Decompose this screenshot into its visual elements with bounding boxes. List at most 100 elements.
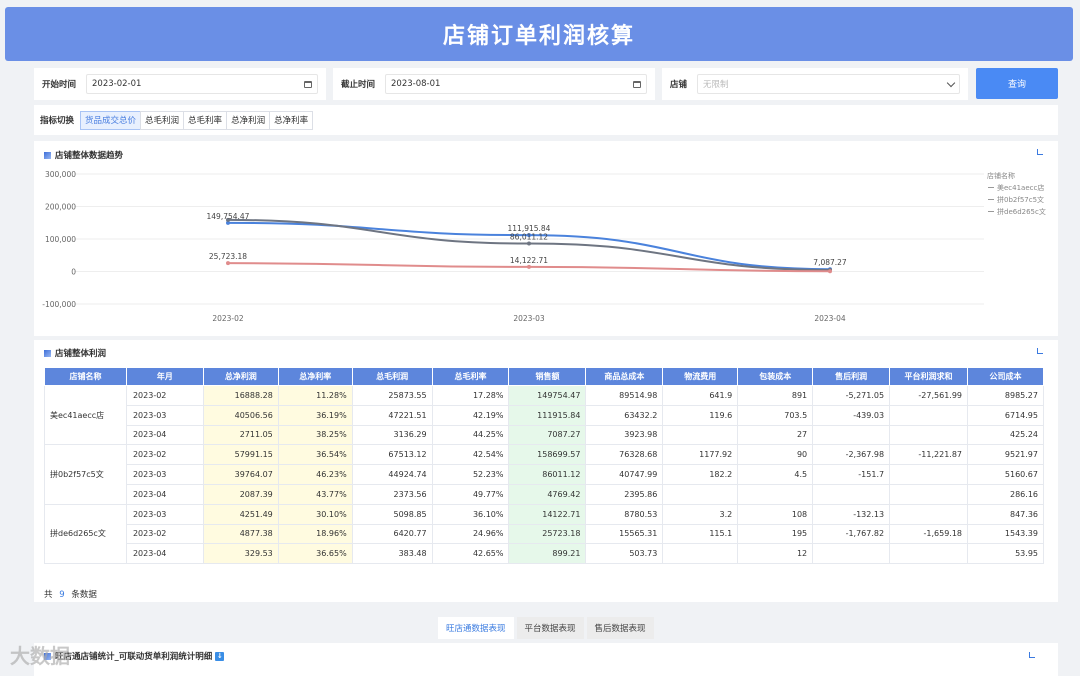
column-header[interactable]: 售后利润 (812, 367, 891, 386)
table-cell: 182.2 (662, 464, 739, 485)
table-cell: 90 (737, 444, 814, 466)
legend-title: 店铺名称 (987, 171, 1015, 180)
calendar-icon (304, 80, 312, 88)
data-point (527, 241, 531, 246)
profit-title-text: 店铺整体利润 (55, 349, 107, 359)
start-date-input[interactable]: 2023-02-01 (86, 74, 318, 94)
calendar-icon (633, 80, 641, 88)
query-button[interactable]: 查询 (976, 68, 1058, 99)
table-cell: 3136.29 (351, 424, 433, 446)
table-row: 拼0b2f57c5文 2023-02 57991.15 36.54% 67513.12 4… (44, 444, 1044, 505)
x-tick-label: 2023-03 (513, 314, 545, 323)
table-cell: 2023-04 (125, 424, 204, 446)
data-label: 7,087.27 (813, 258, 847, 267)
table-cell: 847.36 (967, 503, 1044, 525)
legend-item: 美ec41aecc店 (997, 183, 1044, 192)
tab-metric-net-margin[interactable]: 总净利率 (269, 110, 314, 130)
download-icon[interactable] (1029, 652, 1035, 658)
download-icon[interactable] (1037, 348, 1043, 354)
table-cell: 6420.77 (351, 523, 433, 545)
table-cell: 2023-04 (125, 483, 204, 505)
table-cell: 703.5 (737, 404, 814, 426)
table-row: 美ec41aecc店 2023-02 16888.28 11.28% 25873.55 1… (44, 384, 1044, 446)
column-header[interactable]: 总毛利润 (351, 367, 433, 386)
table-cell: 16888.28 (202, 385, 279, 406)
trend-title-text: 店铺整体数据趋势 (55, 151, 124, 161)
y-tick-label: 100,000 (45, 235, 76, 244)
table-cell: 9521.97 (967, 444, 1044, 466)
table-header-row: 店铺名称 年月 总净利润 总净利率 总毛利润 总毛利率 销售额 商品总成本 物流费用 包装成本 售后… (44, 367, 1044, 386)
table-cell: -11,221.87 (889, 444, 969, 466)
metric-switch-bar: 指标切换 货品成交总价 总毛利润 总毛利率 总净利润 总净利率 (34, 105, 1058, 135)
download-icon[interactable] (1037, 149, 1043, 155)
table-cell (812, 543, 891, 565)
column-header[interactable]: 平台利润求和 (889, 367, 969, 386)
end-date-input[interactable]: 2023-08-01 (385, 74, 647, 94)
column-header[interactable]: 公司成本 (967, 367, 1044, 386)
table-cell: -2,367.98 (812, 444, 891, 466)
shop-name-cell: 拼de6d265c文 (44, 503, 127, 565)
table-cell: 2023-02 (125, 385, 204, 406)
info-icon[interactable]: ↓ (215, 651, 225, 661)
tab-wdt-data[interactable]: 旺店通数据表现 (438, 617, 514, 639)
record-count-value: 9 (59, 590, 65, 600)
table-cell: 2395.86 (585, 483, 664, 505)
table-cell: 899.21 (508, 543, 587, 565)
tab-metric-net-profit[interactable]: 总净利润 (226, 110, 271, 130)
metric-switch-label: 指标切换 (40, 116, 75, 126)
table-cell: 4769.42 (508, 483, 587, 505)
tab-platform-data[interactable]: 平台数据表现 (516, 617, 584, 639)
tab-aftersale-data[interactable]: 售后数据表现 (586, 617, 654, 639)
table-body: 美ec41aecc店 2023-02 16888.28 11.28% 25873.55 1… (44, 384, 1044, 565)
column-header[interactable]: 包装成本 (737, 367, 814, 386)
table-cell: 36.65% (277, 543, 353, 565)
table-cell (662, 424, 739, 446)
profit-table: 店铺名称 年月 总净利润 总净利率 总毛利润 总毛利率 销售额 商品总成本 物流费用 包装成本 售后… (44, 367, 1044, 565)
table-cell: 46.23% (277, 464, 353, 485)
trend-panel-title: 店铺整体数据趋势 (44, 149, 123, 161)
table-cell (889, 503, 969, 525)
table-row: 2023-02 4877.38 18.96% 6420.77 24.96% 25723.1… (45, 523, 1044, 545)
table-cell (662, 483, 739, 505)
table-cell: 89514.98 (585, 385, 664, 406)
table-cell: 40747.99 (585, 464, 664, 485)
column-header[interactable]: 年月 (125, 367, 204, 386)
legend-item: 拼de6d265c文 (997, 207, 1046, 216)
table-row: 2023-04 2087.39 43.77% 2373.56 49.77% 4769.42… (45, 483, 1044, 505)
page-title: 店铺订单利润核算 (442, 24, 635, 49)
table-cell: 2087.39 (202, 483, 279, 505)
tab-metric-gross-margin[interactable]: 总毛利率 (183, 110, 228, 130)
table-cell: 3.2 (662, 503, 739, 525)
table-cell (737, 483, 814, 505)
table-cell (662, 543, 739, 565)
table-cell: 2023-04 (125, 543, 204, 565)
table-cell: 76328.68 (585, 444, 664, 466)
table-cell: 503.73 (585, 543, 664, 565)
column-header[interactable]: 总毛利率 (431, 367, 510, 386)
column-header[interactable]: 商品总成本 (585, 367, 664, 386)
table-cell (812, 483, 891, 505)
y-tick-label: 0 (71, 268, 76, 277)
column-header[interactable]: 总净利率 (277, 367, 353, 386)
table-cell: 3923.98 (585, 424, 664, 446)
column-header[interactable]: 店铺名称 (44, 367, 127, 386)
table-row: 2023-03 39764.07 46.23% 44924.74 52.23% 86011… (45, 464, 1044, 485)
table-cell: 17.28% (431, 385, 510, 406)
column-header[interactable]: 销售额 (508, 367, 587, 386)
start-date-label: 开始时间 (42, 80, 77, 90)
table-cell: 42.19% (431, 404, 510, 426)
column-header[interactable]: 总净利润 (202, 367, 279, 386)
table-cell: 15565.31 (585, 523, 664, 545)
record-count: 共 9 条数据 (44, 588, 97, 600)
column-header[interactable]: 物流费用 (662, 367, 739, 386)
detail-panel-title: 旺店通店铺统计_可联动货单利润统计明细 ↓ (44, 650, 225, 662)
tab-metric-gross-profit[interactable]: 总毛利润 (140, 110, 185, 130)
table-cell: 67513.12 (351, 444, 433, 466)
table-cell: 25723.18 (508, 523, 587, 545)
table-cell: 2711.05 (202, 424, 279, 446)
tab-metric-gmv[interactable]: 货品成交总价 (80, 110, 142, 130)
shop-select[interactable]: 无限制 (697, 74, 960, 94)
detail-panel: 旺店通店铺统计_可联动货单利润统计明细 ↓ (34, 643, 1058, 676)
table-cell: 57991.15 (202, 444, 279, 466)
chevron-down-icon (946, 78, 956, 87)
